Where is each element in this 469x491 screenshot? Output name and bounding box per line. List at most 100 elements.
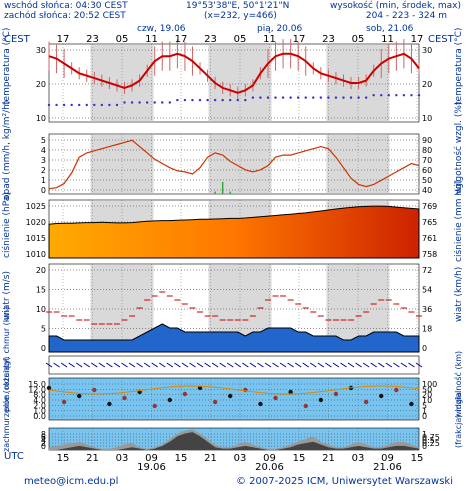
hour-bottom-label: 09 bbox=[263, 453, 276, 464]
y-tick-label: 765 bbox=[422, 218, 437, 227]
dewpoint-point bbox=[183, 98, 187, 102]
y-tick-label: 72 bbox=[422, 266, 432, 275]
hour-bottom-label: 03 bbox=[234, 453, 247, 464]
wind-arrow bbox=[83, 362, 91, 368]
hour-top-label: 23 bbox=[204, 34, 217, 45]
cloud-point bbox=[61, 399, 67, 405]
dewpoint-point bbox=[55, 103, 58, 107]
coords-text: 19°53'38"E, 50°1'21"N bbox=[186, 1, 290, 11]
dewpoint-point bbox=[281, 96, 285, 99]
hour-bottom-label: 09 bbox=[381, 453, 394, 464]
y-tick-label: 0.0 bbox=[33, 412, 46, 421]
cloud-point bbox=[92, 387, 97, 393]
dewpoint-point bbox=[70, 103, 73, 107]
dewpoint-point bbox=[145, 101, 149, 104]
wind-arrow bbox=[415, 362, 423, 368]
cloud-point bbox=[379, 393, 384, 399]
hour-bottom-label: 21 bbox=[322, 453, 335, 464]
hour-top-label: 23 bbox=[322, 34, 335, 45]
dewpoint-point bbox=[289, 96, 292, 99]
y-tick-label: 15 bbox=[36, 286, 46, 295]
y-tick-label: 761 bbox=[422, 234, 437, 243]
wind-arrow bbox=[393, 362, 400, 368]
cloud-point bbox=[363, 399, 369, 405]
wind-arrow bbox=[362, 362, 370, 368]
footer-email[interactable]: meteo@icm.edu.pl bbox=[24, 476, 119, 487]
dewpoint-point bbox=[304, 96, 307, 99]
tz-left: CEST bbox=[4, 34, 30, 45]
wind-arrow bbox=[347, 362, 355, 368]
y-tick-label: 0 bbox=[41, 442, 46, 451]
dewpoint-point bbox=[85, 103, 88, 107]
y-tick-label: 0.75 bbox=[422, 433, 440, 442]
dewpoint-point bbox=[364, 96, 368, 99]
dewpoint-point bbox=[221, 98, 224, 102]
wind-arrow bbox=[279, 362, 287, 368]
y-tick-label: 70 bbox=[422, 156, 432, 165]
dewpoint-point bbox=[312, 96, 315, 99]
visibility-line bbox=[48, 385, 420, 395]
y-tick-label: 10 bbox=[36, 305, 46, 314]
wind-arrow bbox=[189, 362, 196, 368]
cloud-point bbox=[197, 385, 203, 391]
y-tick-label: 8 bbox=[41, 430, 46, 439]
wind-arrow bbox=[287, 362, 294, 368]
wind-arrow bbox=[234, 362, 242, 368]
day-label-2: pią, 20.06 bbox=[257, 24, 303, 34]
y-tick-label: 4.0 bbox=[33, 396, 46, 405]
wind-arrow bbox=[53, 362, 60, 368]
wind-arrow bbox=[302, 362, 310, 368]
hour-top-label: 23 bbox=[86, 34, 99, 45]
y-tick-label: 1 bbox=[41, 176, 46, 185]
hour-top-label: 11 bbox=[145, 34, 158, 45]
dewpoint-point bbox=[161, 101, 164, 104]
sunrise-text: wschód słońca: 04:30 CEST bbox=[4, 1, 128, 11]
wind-arrow bbox=[294, 362, 302, 368]
dewpoint-point bbox=[244, 98, 247, 102]
wind-arrow bbox=[272, 362, 279, 368]
hour-top-label: 05 bbox=[234, 34, 247, 45]
y-tick-label: 0 bbox=[41, 344, 46, 353]
elevation-label: wysokość (min, środek, max) bbox=[330, 1, 461, 11]
humidity-line bbox=[48, 139, 420, 190]
wind-arrow bbox=[385, 362, 393, 368]
y-tick-label: 36 bbox=[422, 305, 432, 314]
cloud-point bbox=[167, 397, 173, 403]
y-tick-label: 1010 bbox=[26, 250, 46, 259]
dewpoint-point bbox=[62, 103, 66, 107]
wind-arrow bbox=[249, 362, 257, 368]
wind-arrow bbox=[355, 362, 362, 368]
hour-bottom-label: 15 bbox=[293, 453, 306, 464]
dewpoint-point bbox=[410, 93, 413, 97]
wind-arrow bbox=[174, 362, 181, 368]
footer-copyright: © 2007-2025 ICM, Uniwersytet Warszawski bbox=[236, 476, 453, 487]
dewpoint-point bbox=[93, 103, 96, 107]
hour-bottom-label: 03 bbox=[352, 453, 365, 464]
y-tick-label: 20 bbox=[36, 80, 46, 89]
wind-arrow bbox=[317, 362, 325, 368]
wind-arrow bbox=[136, 362, 143, 368]
y-tick-label: 80 bbox=[422, 146, 432, 155]
y-tick-label: 4 bbox=[41, 146, 46, 155]
dewpoint-point bbox=[274, 96, 277, 99]
wind-arrow bbox=[98, 362, 106, 368]
dewpoint-point bbox=[213, 98, 217, 102]
hour-bottom-label: 03 bbox=[116, 453, 129, 464]
wind-arrow bbox=[332, 362, 340, 368]
day-label-3: sob, 21.06 bbox=[366, 24, 414, 34]
cloud-total-area bbox=[49, 429, 419, 450]
dewpoint-point bbox=[153, 101, 156, 104]
y-tick-label: 20 bbox=[36, 266, 46, 275]
wind-arrow bbox=[60, 362, 68, 368]
dewpoint-point bbox=[191, 98, 194, 102]
y-tick-label: 3 bbox=[41, 156, 46, 165]
dewpoint-point bbox=[342, 96, 345, 99]
wind-arrow bbox=[143, 362, 151, 368]
hour-top-label: 05 bbox=[116, 34, 129, 45]
dewpoint-point bbox=[395, 93, 398, 97]
hour-bottom-label: 15 bbox=[57, 453, 70, 464]
y-tick-label: 20 bbox=[422, 391, 432, 400]
wind-arrow bbox=[151, 362, 158, 368]
hour-bottom-label: 15 bbox=[411, 453, 424, 464]
